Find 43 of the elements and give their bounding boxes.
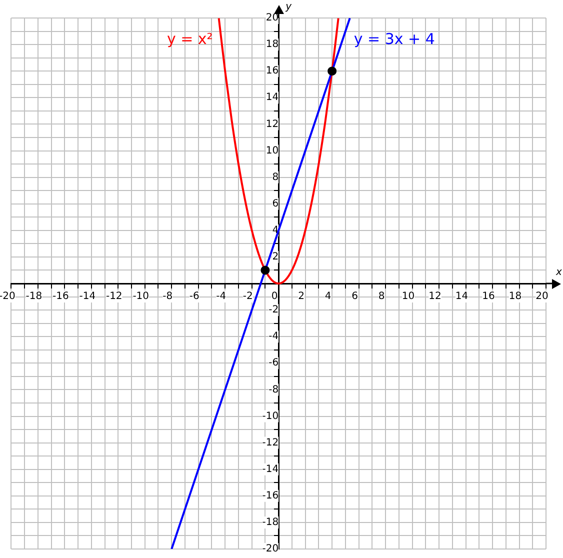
x-tick-label: 10 [402,291,415,302]
x-tick-label: 16 [482,291,495,302]
y-tick-label: 16 [266,66,279,77]
y-axis-title: y [284,2,293,13]
x-tick-label: -14 [79,291,96,302]
y-tick-label: -12 [262,437,279,448]
x-tick-label: -6 [189,291,200,302]
y-tick-label: 12 [266,118,279,130]
x-tick-label: -4 [216,291,226,302]
x-tick-label: -2 [242,291,253,302]
x-tick-label: 8 [378,291,385,302]
x-tick-label: -18 [26,291,42,302]
x-tick-label: -10 [132,291,150,302]
y-tick-label: -4 [268,331,279,342]
y-tick-label: 4 [272,224,279,236]
x-tick-label: 2 [298,291,305,302]
x-tick-label: 14 [455,291,468,302]
y-tick-label: 14 [266,92,279,104]
y-tick-label: -8 [268,384,279,396]
y-tick-label: 2 [272,252,279,263]
x-tick-label: 4 [324,291,332,302]
y-tick-label: 8 [272,172,279,183]
y-tick-label: -10 [262,410,279,422]
series-label: y = x² [166,30,213,48]
x-tick-label: -16 [52,291,69,302]
y-tick-label: -20 [262,544,279,555]
x-tick-label: 18 [508,291,522,302]
y-tick-label: -6 [268,358,279,369]
x-tick-label: -8 [162,291,173,302]
x-tick-label: 20 [536,291,548,302]
series-label: y = 3x + 4 [354,30,435,48]
y-tick-label: -16 [262,490,279,502]
y-tick-label: 6 [272,198,279,210]
y-tick-label: 18 [266,39,279,50]
y-tick-label: -14 [262,464,279,475]
y-tick-label: -18 [262,517,279,528]
x-axis-title: x [555,267,562,278]
y-tick-label: 10 [266,145,279,156]
x-tick-label: 6 [352,291,358,302]
x-tick-label: -12 [106,291,122,302]
x-tick-label: 0 [271,291,278,302]
y-tick-label: -2 [268,304,279,316]
x-tick-label: 12 [428,291,442,302]
